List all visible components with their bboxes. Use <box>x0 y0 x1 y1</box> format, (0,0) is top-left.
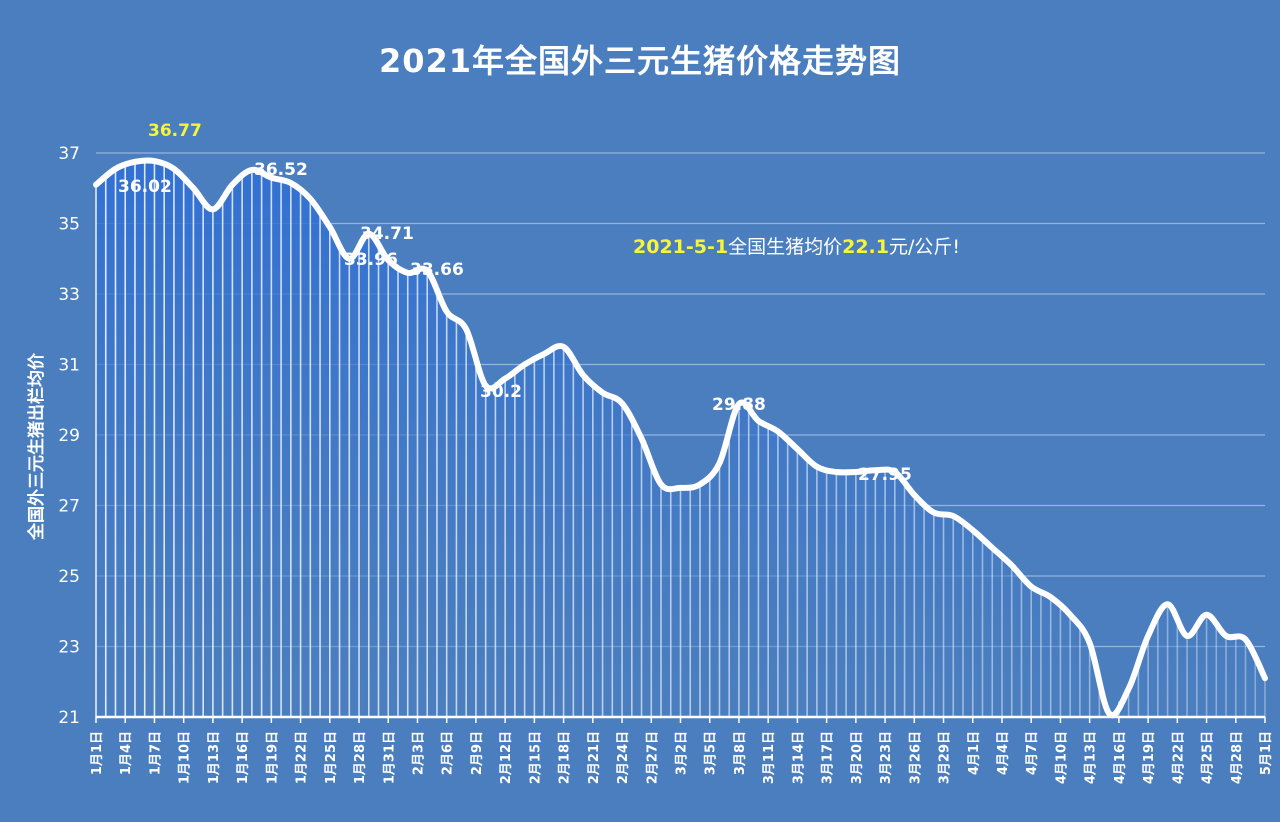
x-tick-label: 3月14日 <box>791 731 806 784</box>
x-tick-label: 1月4日 <box>119 731 134 775</box>
x-tick-label: 3月23日 <box>879 731 894 784</box>
x-tick-label: 4月28日 <box>1230 731 1245 784</box>
data-label: 36.77 <box>148 121 202 141</box>
annotation-date: 2021-5-1 <box>633 236 729 258</box>
x-tick-label: 2月12日 <box>499 731 514 784</box>
x-tick-label: 4月7日 <box>1025 731 1040 775</box>
x-tick-label: 1月7日 <box>148 731 163 775</box>
x-tick-label: 1月10日 <box>178 731 193 784</box>
x-axis: 1月1日 1月4日 1月7日 1月10日 1月13日 1月16日 1月19日 1月22日 1月2… <box>90 715 1274 784</box>
annotation-callout: 2021-5-1全国生猪均价22.1元/公斤! <box>633 232 993 262</box>
annotation-price: 22.1 <box>842 236 889 258</box>
x-tick-label: 2月9日 <box>470 731 485 775</box>
x-tick-label: 2月3日 <box>411 731 426 775</box>
x-tick-label: 1月19日 <box>265 731 280 784</box>
x-tick-label: 3月20日 <box>850 731 865 784</box>
y-tick-label: 23 <box>58 638 80 658</box>
x-tick-label: 4月10日 <box>1054 731 1069 784</box>
x-tick-label: 3月29日 <box>938 731 953 784</box>
x-tick-label: 3月8日 <box>733 731 748 775</box>
x-tick-label: 1月1日 <box>90 731 105 775</box>
y-tick-label: 27 <box>58 497 80 517</box>
y-tick-label: 31 <box>58 356 80 376</box>
x-tick-label: 3月2日 <box>675 731 690 775</box>
x-tick-label: 1月25日 <box>324 731 339 784</box>
y-tick-label: 25 <box>58 567 80 587</box>
annotation-text: 全国生猪均价 <box>728 236 843 258</box>
x-tick-label: 4月22日 <box>1171 731 1186 784</box>
x-tick-label: 4月25日 <box>1201 731 1216 784</box>
x-tick-label: 2月6日 <box>441 731 456 775</box>
x-tick-label: 2月27日 <box>645 731 660 784</box>
y-tick-label: 33 <box>58 285 80 305</box>
x-tick-label: 2月21日 <box>587 731 602 784</box>
x-tick-label: 1月31日 <box>382 731 397 784</box>
data-label: 30.2 <box>480 382 522 402</box>
annotation-unit: 元/公斤! <box>889 236 961 258</box>
data-label: 29.88 <box>712 395 766 415</box>
x-tick-label: 2月15日 <box>528 731 543 784</box>
y-tick-label: 37 <box>58 144 80 164</box>
y-axis-ticks: 21 23 25 27 29 31 33 35 37 <box>58 144 80 728</box>
drop-lines <box>95 161 1266 717</box>
x-tick-label: 3月5日 <box>704 731 719 775</box>
x-tick-label: 1月22日 <box>295 731 310 784</box>
x-tick-label: 3月11日 <box>762 731 777 784</box>
data-label: 36.02 <box>118 177 172 197</box>
data-label: 36.52 <box>254 160 308 180</box>
data-label: 33.66 <box>410 260 464 280</box>
data-label: 27.95 <box>858 465 912 485</box>
x-tick-label: 2月18日 <box>558 731 573 784</box>
x-tick-label: 4月16日 <box>1113 731 1128 784</box>
x-tick-label: 5月1日 <box>1259 731 1274 775</box>
x-tick-label: 4月1日 <box>967 731 982 775</box>
x-tick-label: 4月4日 <box>996 731 1011 775</box>
data-labels: 36.77 36.02 36.52 34.71 33.96 33.66 30.2 29.88 2… <box>118 121 912 485</box>
x-tick-label: 1月28日 <box>353 731 368 784</box>
data-label: 33.96 <box>344 250 398 270</box>
x-tick-label: 3月26日 <box>908 731 923 784</box>
x-tick-label: 1月13日 <box>207 731 222 784</box>
chart-title: 2021年全国外三元生猪价格走势图 <box>378 42 902 80</box>
x-tick-label: 3月17日 <box>821 731 836 784</box>
x-tick-label: 1月16日 <box>236 731 251 784</box>
data-label: 34.71 <box>360 224 414 244</box>
y-tick-label: 29 <box>58 426 80 446</box>
y-tick-label: 35 <box>58 215 80 235</box>
x-tick-label: 4月13日 <box>1084 731 1099 784</box>
x-tick-label: 2月24日 <box>616 731 631 784</box>
x-tick-label: 4月19日 <box>1142 731 1157 784</box>
y-tick-label: 21 <box>58 708 80 728</box>
price-line <box>93 157 1268 719</box>
